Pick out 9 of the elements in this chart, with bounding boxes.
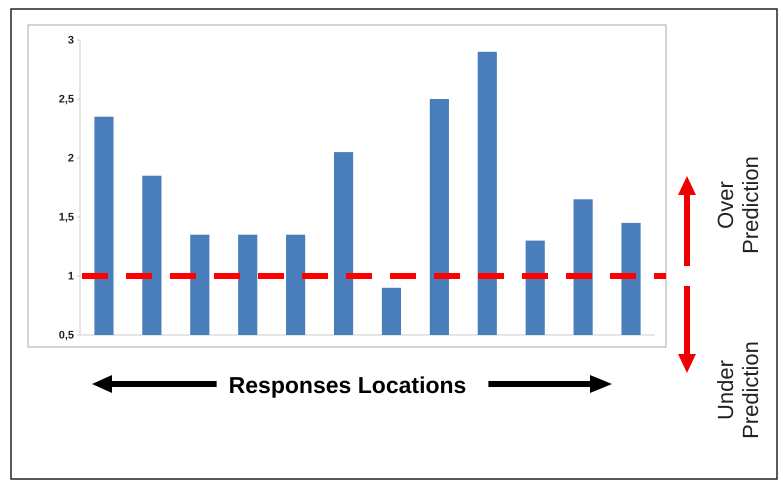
- text: Under Prediction: [713, 341, 763, 439]
- y-tick-label: 0,5: [58, 330, 74, 342]
- x-axis-title: Responses Locations: [228, 372, 466, 398]
- y-tick-label: 3: [68, 34, 74, 47]
- y-tick-label: 1,5: [58, 212, 74, 224]
- y-tick-label: 2: [68, 152, 74, 165]
- y-tick-label: 1: [68, 270, 74, 283]
- y-tick-label: 2,5: [58, 94, 74, 106]
- text: Over Prediction: [713, 156, 763, 254]
